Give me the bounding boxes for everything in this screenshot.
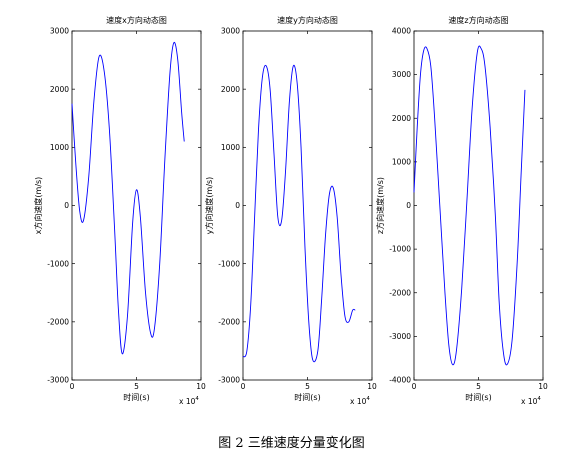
chart-title: 速度x方向动态图 [106, 15, 167, 25]
y-tick-label: 4000 [392, 27, 411, 36]
x-tick-label: 10 [367, 382, 377, 391]
y-tick-label: -1000 [47, 259, 69, 268]
x-exponent-label: x 104 [179, 396, 199, 406]
plot-frame [242, 30, 373, 381]
y-axis-label: y方向速度(m/s) [204, 177, 214, 235]
x-tick-label: 5 [476, 382, 481, 391]
y-tick-label: -2000 [389, 288, 411, 297]
y-tick-label: 0 [235, 201, 240, 210]
y-tick-label: -3000 [47, 376, 69, 385]
subplot-z: -4000 -3000 -2000 -1000 0 1000 2000 3000 4000 0 5 1… [375, 15, 548, 406]
x-tick-label: 10 [538, 382, 548, 391]
y-tick-label: 3000 [50, 27, 69, 36]
figure-caption: 图 2 三维速度分量变化图 [218, 436, 365, 451]
y-tick-label: 0 [64, 201, 69, 210]
y-tick-label: -2000 [218, 317, 240, 326]
y-tick-label: 3000 [392, 70, 411, 79]
y-tick-label: 1000 [221, 143, 240, 152]
y-axis-label: x方向速度(m/s) [33, 177, 43, 235]
x-tick-label: 5 [305, 382, 310, 391]
chart-title: 速度z方向动态图 [448, 15, 508, 25]
y-tick-label: 2000 [221, 85, 240, 94]
series-line [413, 45, 526, 366]
x-tick-label: 0 [70, 382, 75, 391]
subplot-x: -3000 -2000 -1000 0 1000 2000 3000 0 5 10 x 104 速度x… [33, 15, 206, 406]
chart-title: 速度y方向动态图 [277, 15, 338, 25]
x-tick-label: 10 [196, 382, 206, 391]
subplot-y: -3000 -2000 -1000 0 1000 2000 3000 0 5 10 x 104 速度y… [204, 15, 377, 406]
y-tick-label: 2000 [392, 114, 411, 123]
y-tick-label: 1000 [392, 157, 411, 166]
x-axis-label: 时间(s) [294, 392, 320, 402]
y-tick-label: -1000 [389, 245, 411, 254]
x-exponent-label: x 104 [350, 396, 370, 406]
plot-frame [413, 30, 544, 381]
y-tick-label: -1000 [218, 259, 240, 268]
y-tick-label: -3000 [218, 376, 240, 385]
y-tick-label: -3000 [389, 332, 411, 341]
series-line [242, 64, 356, 363]
y-tick-label: -2000 [47, 317, 69, 326]
x-axis-label: 时间(s) [465, 392, 491, 402]
x-tick-label: 0 [412, 382, 417, 391]
x-tick-label: 0 [241, 382, 246, 391]
y-tick-label: 2000 [50, 85, 69, 94]
y-axis-label: z方向速度(m/s) [375, 177, 385, 234]
x-axis-label: 时间(s) [123, 392, 149, 402]
x-tick-label: 5 [134, 382, 139, 391]
y-tick-label: 3000 [221, 27, 240, 36]
series-line [71, 41, 185, 355]
y-tick-label: 1000 [50, 143, 69, 152]
x-exponent-label: x 104 [521, 396, 541, 406]
y-tick-label: 0 [406, 201, 411, 210]
y-tick-label: -4000 [389, 376, 411, 385]
plot-frame [71, 30, 202, 381]
